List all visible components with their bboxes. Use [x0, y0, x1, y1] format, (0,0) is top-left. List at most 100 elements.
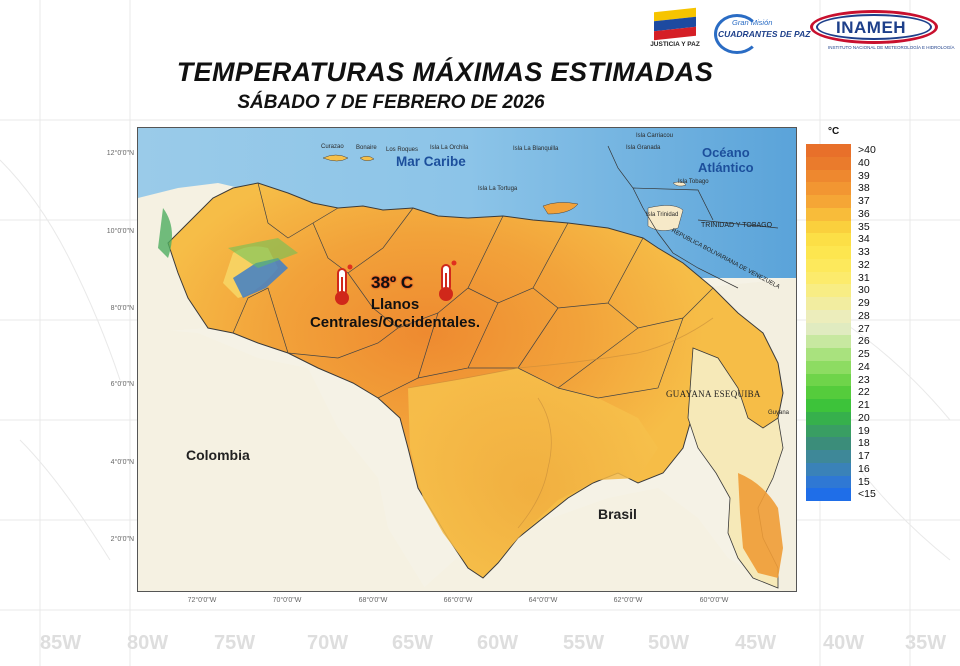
logos-bar: JUSTICIA Y PAZ Gran Misión CUADRANTES DE…: [648, 7, 955, 56]
trinidad-tobago-label: TRINIDAD Y TOBAGO: [701, 222, 773, 229]
guayana-esequiba-label: GUAYANA ESEQUIBA: [666, 389, 761, 399]
legend-swatch: [806, 309, 851, 323]
curazao-label: Curazao: [321, 144, 344, 150]
legend-swatch: [806, 258, 851, 272]
oceano-atlantico-label: Océano Atlántico: [698, 145, 754, 175]
legend-label: 39: [858, 169, 870, 182]
brasil-land: [420, 488, 790, 591]
perija-cool-zone: [158, 208, 172, 258]
lat-tick: 10°0'0"N: [106, 228, 134, 235]
legend-swatch: [806, 156, 851, 170]
venezuela-flag-logo: JUSTICIA Y PAZ: [648, 7, 702, 56]
legend-label: 34: [858, 233, 870, 246]
thermometer-icon: [439, 260, 457, 301]
legend-entry: 39: [806, 169, 884, 183]
background-coordinate: 60W: [477, 632, 519, 654]
legend-entry: >40: [806, 144, 884, 157]
trinidad-label: Isla Trinidad: [646, 212, 679, 218]
legend-entry: 21: [806, 399, 884, 412]
legend-entry: 31: [806, 271, 884, 285]
tortuga-label: Isla La Tortuga: [478, 186, 518, 192]
legend-swatch: [806, 335, 851, 348]
legend-swatch: [806, 271, 851, 285]
legend-entry: 20: [806, 411, 884, 425]
legend-entry: 28: [806, 309, 884, 323]
legend-entry: <15: [806, 488, 884, 501]
legend-label: 35: [858, 220, 870, 233]
background-coordinate: 40W: [823, 632, 865, 654]
background-coordinate: 65W: [392, 632, 434, 654]
legend-swatch: [806, 488, 851, 501]
legend-label: 31: [858, 271, 870, 284]
temperature-legend: °C >40 40 39 38 37 36 35 34 33 32 31 30 29 28 27 26 25 24…: [806, 125, 884, 561]
legend-entry: 35: [806, 220, 884, 234]
legend-swatch: [806, 462, 851, 476]
legend-label: 21: [858, 399, 870, 411]
page-subtitle: SÁBADO 7 DE FEBRERO DE 2026: [237, 92, 545, 113]
lon-tick: 68°0'0"W: [358, 597, 388, 604]
lon-tick: 60°0'0"W: [699, 597, 729, 604]
legend-label: 16: [858, 462, 870, 475]
inameh-text: INAMEH: [836, 18, 907, 37]
legend-entry: 38: [806, 182, 884, 195]
justicia-caption: JUSTICIA Y PAZ: [650, 41, 700, 48]
carriacou-label: Isla Carriacou: [636, 133, 674, 139]
background-coordinate: 50W: [648, 632, 690, 654]
legend-entry: 19: [806, 424, 884, 438]
legend-label: 28: [858, 309, 870, 322]
guayana-region-shading: [408, 368, 658, 576]
legend-swatch: [806, 169, 851, 183]
lat-tick: 4°0'0"N: [110, 459, 134, 466]
colombia-label: Colombia: [186, 447, 250, 463]
legend-swatch: [806, 144, 851, 157]
guyana-town-label: Guyana: [768, 410, 790, 416]
legend-entry: 34: [806, 233, 884, 246]
esequiba-hot-strip: [738, 473, 783, 578]
legend-entry: 37: [806, 195, 884, 208]
legend-label: >40: [858, 144, 876, 156]
legend-swatch: [806, 348, 851, 361]
bonaire-label: Bonaire: [356, 145, 377, 151]
legend-label: <15: [858, 488, 876, 501]
legend-label: 17: [858, 450, 870, 462]
legend-label: 15: [858, 475, 870, 488]
lon-tick: 70°0'0"W: [272, 597, 302, 604]
tobago-label: Isla Tobago: [678, 179, 709, 185]
legend-label: 38: [858, 182, 870, 195]
legend-entry: 26: [806, 335, 884, 348]
andes-green-zone: [228, 238, 298, 268]
lon-tick: 64°0'0"W: [528, 597, 558, 604]
legend-entry: 15: [806, 475, 884, 489]
mision-small-text: Gran Misión: [732, 18, 773, 27]
legend-label: 27: [858, 322, 870, 335]
legend-swatch: [806, 399, 851, 412]
tobago-island: [672, 181, 687, 187]
granada-label: Isla Granada: [626, 145, 661, 151]
legend-label: 20: [858, 411, 870, 424]
state-borders: [232, 182, 714, 399]
legend-swatch: [806, 475, 851, 489]
legend-entry: 33: [806, 246, 884, 259]
page-title: TEMPERATURAS MÁXIMAS ESTIMADAS: [176, 57, 714, 87]
andes-cold-zone: [233, 258, 288, 298]
inameh-subtext: INSTITUTO NACIONAL DE METEOROLOGÍA E HID…: [828, 45, 955, 50]
temperature-map: Mar Caribe Océano Atlántico Colombia Bra…: [137, 127, 797, 592]
legend-entry: 24: [806, 360, 884, 374]
mision-big-text: CUADRANTES DE PAZ: [718, 29, 811, 39]
inameh-logo: INAMEH INSTITUTO NACIONAL DE METEOROLOGÍ…: [808, 8, 955, 54]
legend-label: 25: [858, 348, 870, 360]
legend-unit: °C: [828, 126, 840, 137]
maritime-boundaries: [607, 145, 779, 289]
legend-entry: 18: [806, 437, 884, 450]
colombia-land: [138, 328, 427, 591]
trinidad-island: [647, 205, 684, 231]
orchila-label: Isla La Orchila: [430, 145, 469, 151]
legend-swatch: [806, 233, 851, 246]
legend-entry: 27: [806, 322, 884, 336]
legend-swatch: [806, 207, 851, 221]
legend-swatch: [806, 182, 851, 195]
legend-swatch: [806, 195, 851, 208]
lon-tick: 62°0'0"W: [613, 597, 643, 604]
mar-caribe-label: Mar Caribe: [396, 154, 466, 169]
legend-label: 26: [858, 335, 870, 348]
